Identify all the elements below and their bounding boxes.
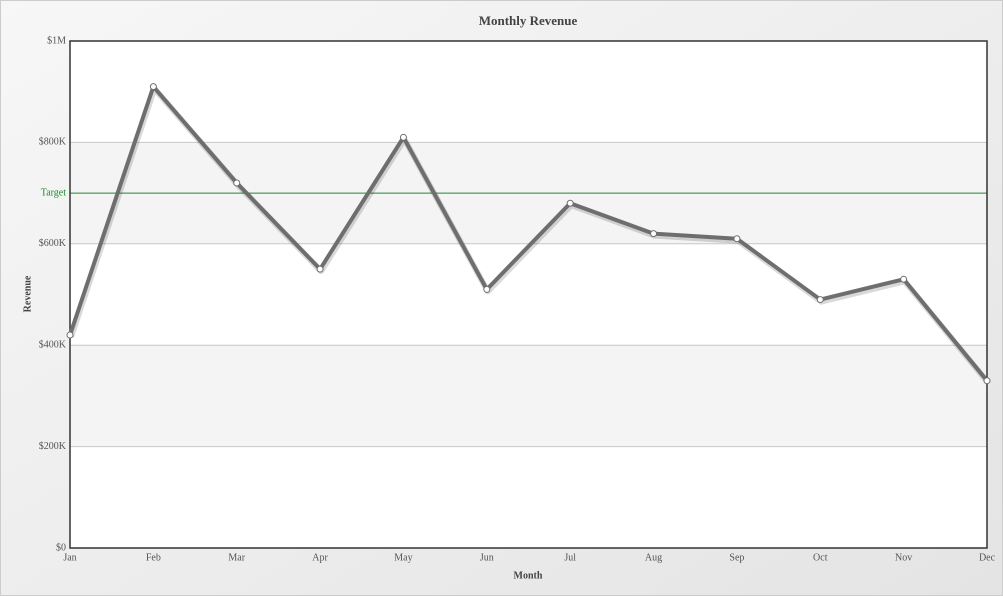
y-tick-label: $800K bbox=[39, 137, 67, 148]
plot-band bbox=[70, 345, 987, 447]
data-point bbox=[399, 133, 407, 141]
data-point bbox=[233, 179, 241, 187]
x-tick-label: May bbox=[394, 552, 412, 563]
y-tick-label: $400K bbox=[39, 339, 67, 350]
series-line bbox=[68, 84, 989, 382]
data-point bbox=[566, 199, 574, 207]
y-tick-label: $200K bbox=[39, 441, 67, 452]
data-point bbox=[733, 235, 741, 243]
data-point bbox=[66, 331, 74, 339]
x-tick-label: Aug bbox=[645, 552, 662, 563]
data-point bbox=[983, 377, 991, 385]
chart-title: Monthly Revenue bbox=[479, 13, 578, 28]
x-tick-label: Jun bbox=[480, 552, 494, 563]
target-label: Target bbox=[41, 187, 66, 198]
x-tick-label: Oct bbox=[813, 552, 828, 563]
plot-border bbox=[69, 40, 988, 549]
y-tick-label: $1M bbox=[47, 35, 66, 46]
x-tick-label: Jul bbox=[564, 552, 576, 563]
x-axis-title: Month bbox=[514, 570, 543, 581]
data-point bbox=[816, 296, 824, 304]
x-tick-label: Sep bbox=[729, 552, 744, 563]
data-point bbox=[900, 275, 908, 283]
x-tick-label: Dec bbox=[979, 552, 996, 563]
data-point bbox=[149, 83, 157, 91]
x-tick-label: Feb bbox=[146, 552, 161, 563]
data-point bbox=[483, 285, 491, 293]
x-tick-label: Nov bbox=[895, 552, 912, 563]
data-point bbox=[650, 230, 658, 238]
x-tick-label: Jan bbox=[63, 552, 76, 563]
y-axis-title: Revenue bbox=[22, 275, 33, 312]
x-tick-label: Apr bbox=[312, 552, 328, 563]
y-tick-label: $0 bbox=[56, 542, 66, 553]
x-tick-label: Mar bbox=[228, 552, 245, 563]
data-point bbox=[316, 265, 324, 273]
y-tick-label: $600K bbox=[39, 238, 67, 249]
